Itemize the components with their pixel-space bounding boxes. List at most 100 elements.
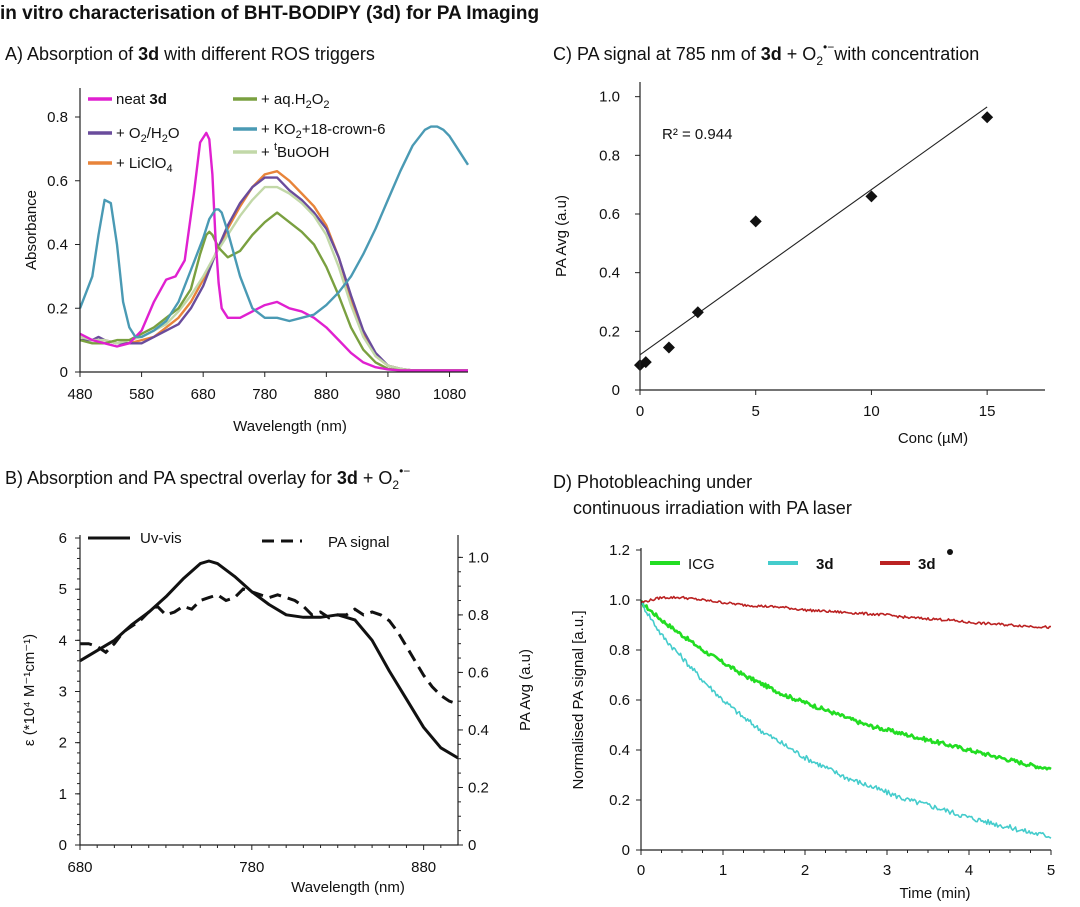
- panel-a-legend-label-1-part-2: /H: [147, 125, 162, 142]
- panel-a-ylabel: Absorbance: [23, 190, 40, 270]
- panel-b-axes: [79, 535, 459, 846]
- panel-c-xtick-label-0: 0: [636, 403, 644, 420]
- panel-b-ytick-left-label-1: 1: [59, 786, 67, 803]
- panel-b-pa-line: [80, 587, 459, 706]
- panel-d-xtick-label-1: 1: [719, 862, 727, 879]
- panel-a-xtick-label-5: 980: [375, 386, 400, 403]
- panel-a-legend-label-0: neat 3d: [116, 91, 167, 108]
- panel-d-ytick-label-0: 0: [622, 842, 630, 859]
- panel-d-ytick-label-6: 1.2: [609, 542, 630, 559]
- panel-c-title-pre: C) PA signal at 785 nm of: [553, 44, 761, 64]
- panel-b-title-sup: •−: [399, 464, 410, 478]
- panel-b-title-sub: 2: [392, 478, 399, 492]
- panel-b-ytick-left-label-5: 5: [59, 581, 67, 598]
- panel-b-title-pre: B) Absorption and PA spectral overlay fo…: [5, 468, 337, 488]
- panel-a-legend-label-3-part-1: 2: [306, 99, 312, 111]
- panel-b-ytick-left-label-2: 2: [59, 735, 67, 752]
- panel-a-legend-label-3-part-2: O: [312, 91, 324, 108]
- panel-a-legend-label-2: + LiClO4​: [116, 155, 173, 175]
- panel-a-series-line-4: [78, 125, 470, 339]
- panel-b-ytick-right-label-4: 0.8: [468, 607, 489, 624]
- panel-a-legend-label-4-part-1: 2: [296, 129, 302, 141]
- panel-a-title: A) Absorption of 3d with different ROS t…: [5, 44, 375, 64]
- panel-b: B) Absorption and PA spectral overlay fo…: [5, 464, 534, 896]
- panel-a-legend-label-2-part-1: 4: [166, 163, 172, 175]
- panel-c-xtick-label-1: 5: [752, 403, 760, 420]
- panel-a-series: [78, 125, 470, 372]
- panel-d-series: [640, 595, 1052, 839]
- panel-a-legend-label-1: + O2​/H2​O: [116, 125, 180, 145]
- panel-c-ytick-label-1: 0.2: [599, 323, 620, 340]
- panel-b-ytick-right-label-3: 0.6: [468, 664, 489, 681]
- panel-a-legend-label-2-part-0: + LiClO: [116, 155, 166, 172]
- panel-a-legend-label-3: + aq.H2​O2​: [261, 91, 330, 111]
- panel-b-xtick-label-0: 680: [67, 859, 92, 876]
- panel-c-ytick-label-0: 0: [612, 382, 620, 399]
- panel-d-legend-label-2: 3d: [918, 556, 936, 573]
- panel-c-ytick-label-3: 0.6: [599, 206, 620, 223]
- panel-b-legend-label-1: PA signal: [328, 534, 389, 551]
- panel-a-series-line-2: [79, 170, 468, 372]
- panel-a-ytick-label-0: 0: [60, 364, 68, 381]
- panel-a-ytick-label-3: 0.6: [47, 173, 68, 190]
- panel-a-xtick-label-4: 880: [314, 386, 339, 403]
- panel-d-series-line-2: [640, 595, 1052, 630]
- panel-a-title-compound: 3d: [138, 44, 159, 64]
- panel-a-axes: [79, 88, 468, 373]
- panel-a-xtick-label-1: 580: [129, 386, 154, 403]
- panel-b-ytick-left-label-0: 0: [59, 837, 67, 854]
- panel-b-legend: Uv-vis PA signal: [88, 530, 389, 551]
- panel-c-xtick-label-2: 10: [863, 403, 880, 420]
- panel-c-ytick-label-2: 0.4: [599, 265, 620, 282]
- panel-c-point-1: [639, 356, 652, 369]
- panel-a-legend-label-4: + KO2​+18-crown-6: [261, 121, 386, 141]
- panel-b-title: B) Absorption and PA spectral overlay fo…: [5, 464, 410, 492]
- panel-a-legend-label-3-part-3: 2: [323, 99, 329, 111]
- panel-b-xlabel: Wavelength (nm): [291, 879, 405, 896]
- panel-b-ytick-right-label-0: 0: [468, 837, 476, 854]
- panel-d-legend-label-0: ICG: [688, 556, 715, 573]
- panel-a: A) Absorption of 3d with different ROS t…: [5, 44, 470, 435]
- panel-b-ticks: 680 780 880 0 1 2 3 4 5 6 0 0.2 0.4 0.6 0.8 1.0: [59, 530, 489, 876]
- panel-d-ticks: 0 1 2 3 4 5 0 0.2 0.4 0.6 0.8 1.0 1.2: [609, 542, 1055, 879]
- panel-b-ylabel-left: ε (*10⁴ M⁻¹cm⁻¹): [21, 634, 38, 746]
- panel-d-xtick-label-4: 4: [965, 862, 973, 879]
- panel-a-legend-label-1-part-4: O: [168, 125, 180, 142]
- panel-b-title-compound: 3d: [337, 468, 358, 488]
- panel-a-ticks: 480 580 680 780 880 980 1080 0 0.2 0.4 0.6 0.8: [47, 109, 466, 403]
- panel-c-fit-line: [639, 106, 988, 356]
- panel-d-ytick-label-3: 0.6: [609, 692, 630, 709]
- panel-c-title: C) PA signal at 785 nm of 3d + O2•−with …: [553, 40, 979, 68]
- panel-c-point-6: [981, 111, 994, 124]
- panel-d-series-line-0: [640, 599, 1052, 771]
- panel-d-xtick-label-5: 5: [1047, 862, 1055, 879]
- panel-c-point-2: [662, 341, 675, 354]
- panel-b-ytick-right-label-1: 0.2: [468, 779, 489, 796]
- panel-b-series: [79, 559, 459, 760]
- panel-d-ytick-label-5: 1.0: [609, 592, 630, 609]
- panel-b-ytick-left-label-6: 6: [59, 530, 67, 547]
- panel-c-xtick-label-3: 15: [979, 403, 996, 420]
- panel-d-series-line-1: [640, 602, 1052, 839]
- panel-c-title-post: + O: [782, 44, 817, 64]
- panel-c-r2: R² = 0.944: [662, 126, 732, 143]
- panel-c-plot: [634, 106, 994, 372]
- panel-a-legend-label-1-part-1: 2: [141, 133, 147, 145]
- panel-a-legend-label-4-part-2: +18-crown-6: [302, 121, 386, 138]
- panel-c-title-sup: •−: [823, 40, 834, 54]
- panel-b-title-post: + O: [358, 468, 393, 488]
- panel-a-ytick-label-4: 0.8: [47, 109, 68, 126]
- panel-c-ylabel: PA Avg (a.u): [553, 195, 570, 277]
- panel-c-ytick-label-4: 0.8: [599, 147, 620, 164]
- panel-d-legend-radical-dot: [947, 549, 953, 555]
- panel-b-ytick-left-label-4: 4: [59, 632, 67, 649]
- panel-a-title-post: with different ROS triggers: [159, 44, 375, 64]
- panel-a-legend-label-0-part-1: 3d: [149, 91, 167, 108]
- panel-d-ytick-label-1: 0.2: [609, 792, 630, 809]
- panel-d-title-line1: D) Photobleaching under: [553, 472, 752, 492]
- panel-a-ytick-label-2: 0.4: [47, 237, 68, 254]
- panel-a-xtick-label-6: 1080: [433, 386, 466, 403]
- panel-d-xtick-label-2: 2: [801, 862, 809, 879]
- panel-b-ytick-right-label-2: 0.4: [468, 722, 489, 739]
